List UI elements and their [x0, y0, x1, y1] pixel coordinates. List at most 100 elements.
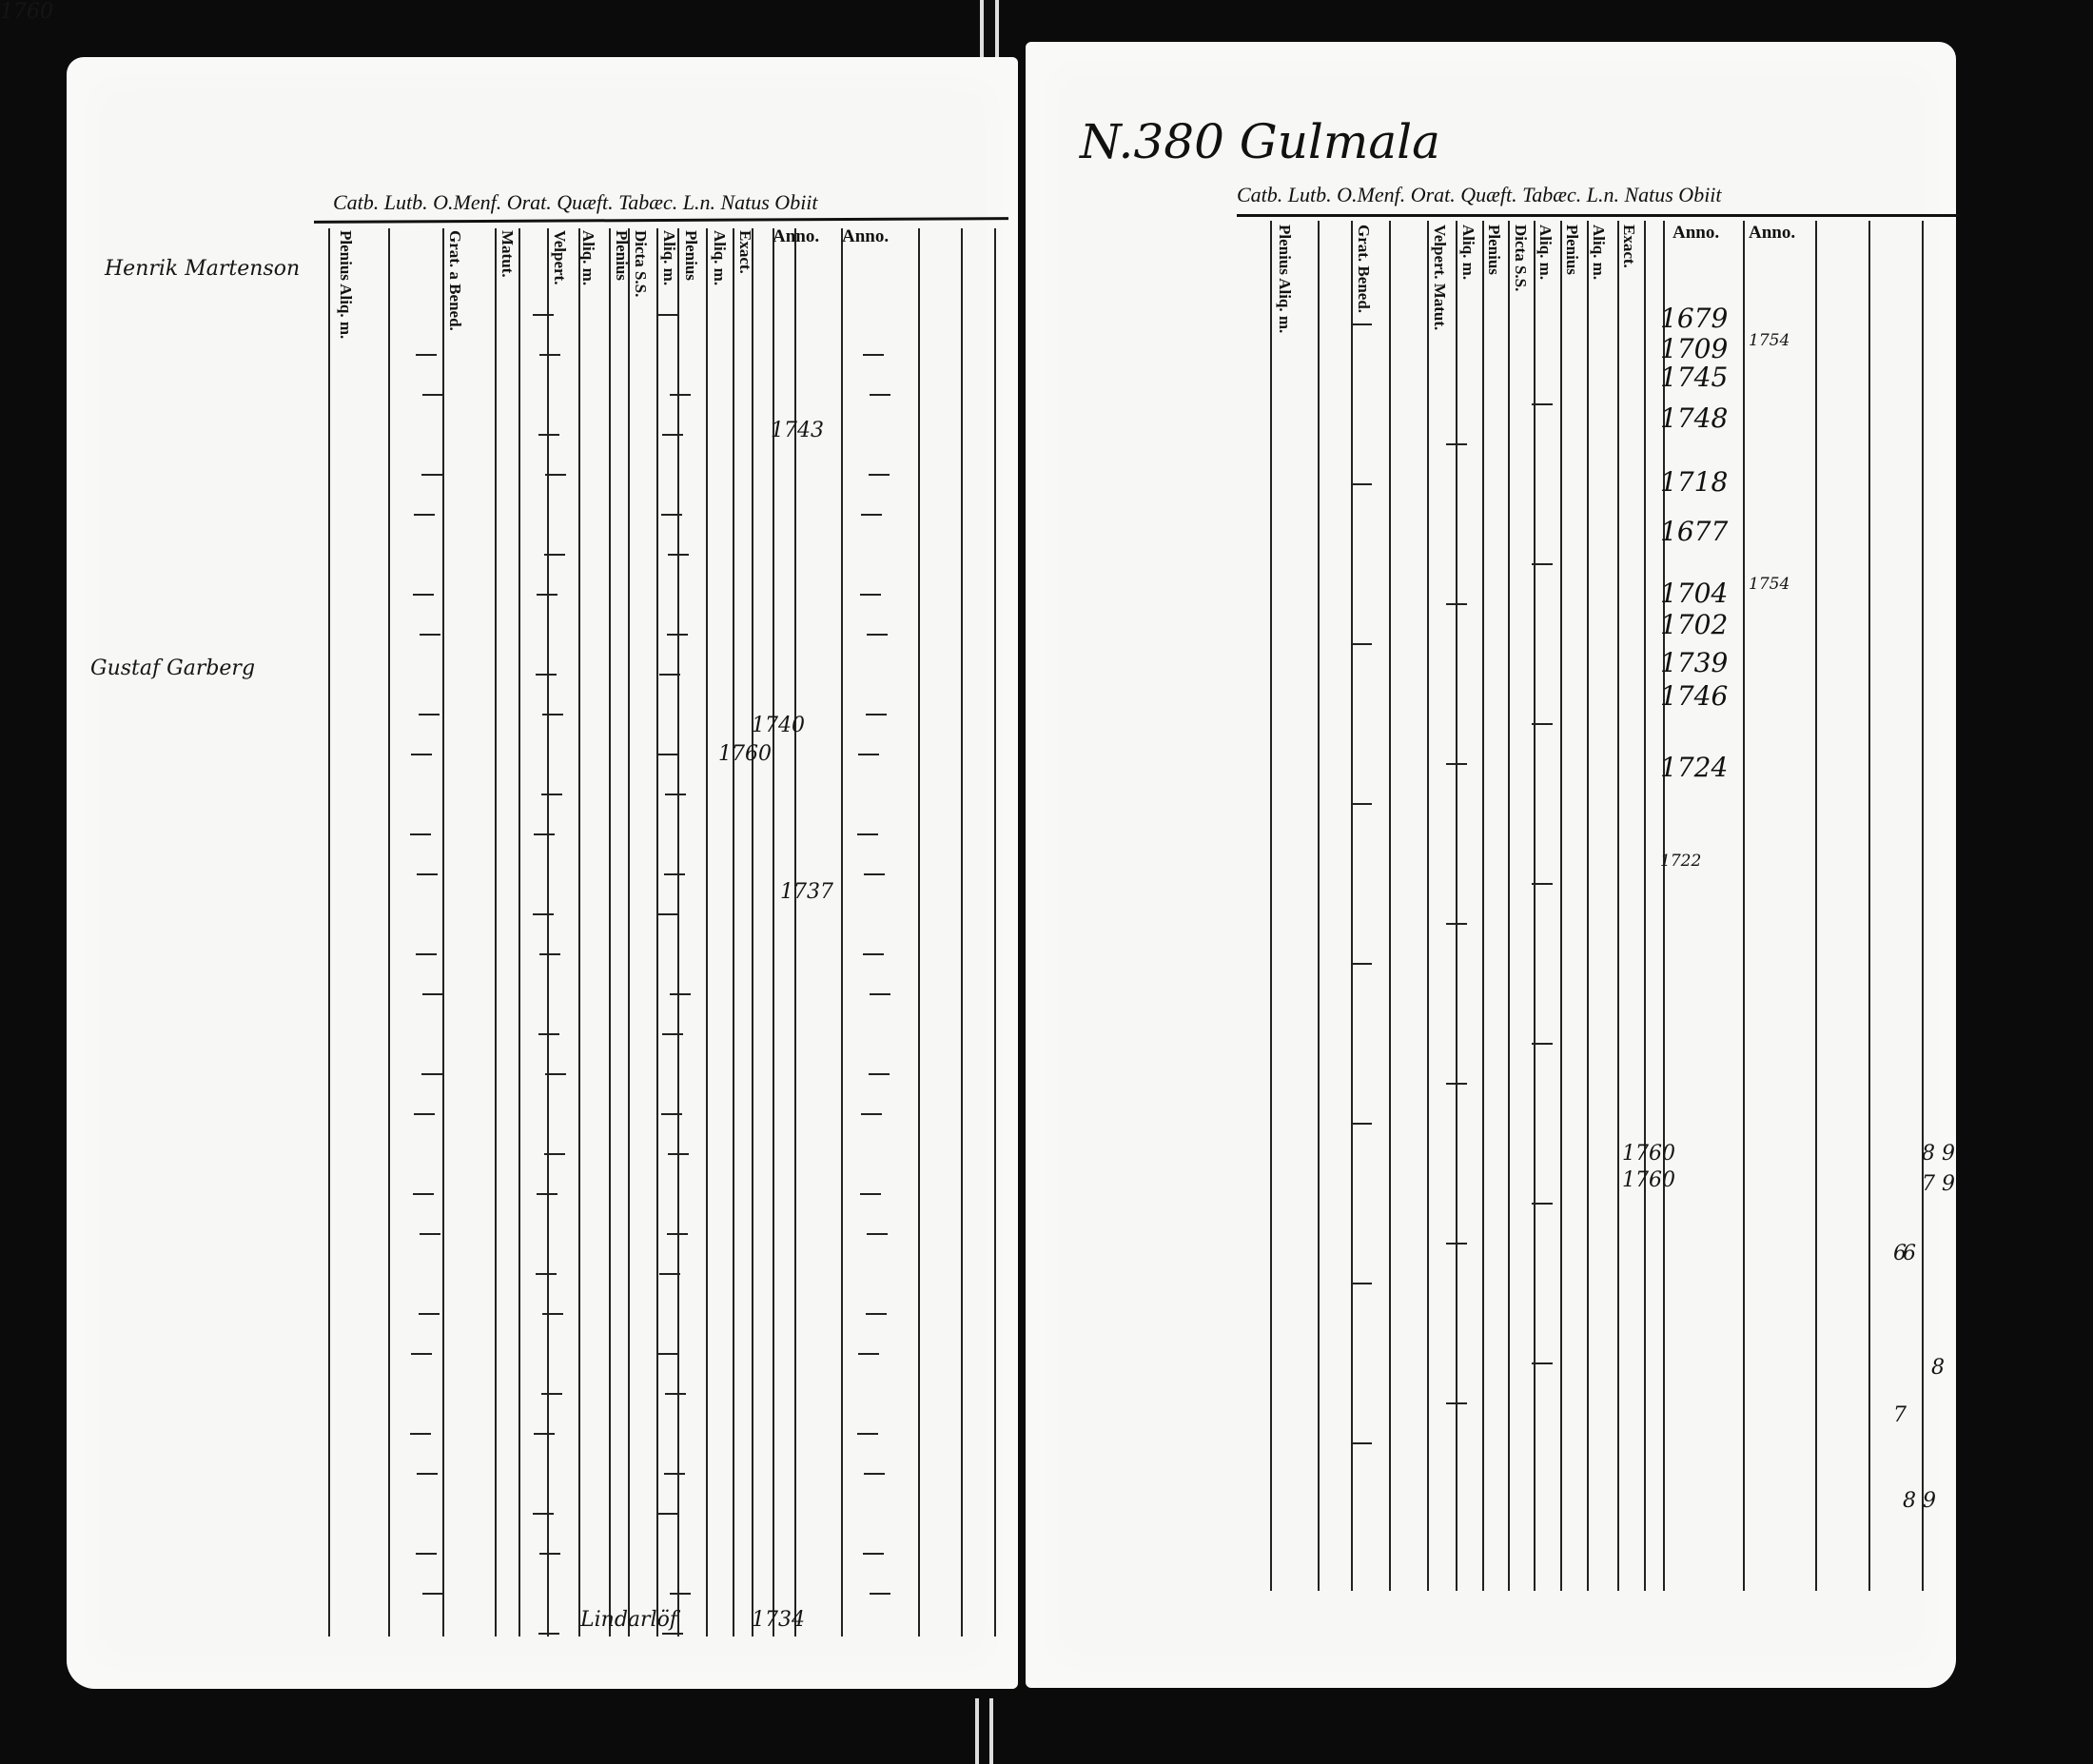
ink-mark: [533, 913, 554, 915]
natus-year: 1746: [1660, 680, 1729, 712]
ink-mark: [413, 594, 434, 596]
ink-mark: [867, 634, 888, 636]
column-header: Velpert. Matut.: [1431, 225, 1449, 331]
ink-mark: [410, 1433, 431, 1435]
margin-number: 6: [1903, 1242, 1916, 1265]
column-header: Aliq. m.: [1459, 225, 1477, 281]
ink-mark: [668, 1153, 689, 1155]
ink-mark: [1532, 1043, 1553, 1045]
natus-year: 1722: [1660, 852, 1702, 871]
anno-label: Anno.: [842, 226, 890, 246]
ink-mark: [1532, 1203, 1553, 1205]
ink-mark: [863, 953, 884, 955]
ink-mark: [1532, 403, 1553, 405]
column-header: Grat. a Bened.: [446, 230, 464, 331]
ink-mark: [539, 953, 560, 955]
column-rule: [1587, 221, 1589, 1591]
column-header: Aliq. m.: [1536, 225, 1555, 281]
ink-mark: [420, 1233, 440, 1235]
ink-mark: [860, 594, 881, 596]
ink-mark: [414, 1113, 435, 1115]
column-rule: [752, 228, 753, 1637]
ink-mark: [545, 474, 566, 476]
column-rule: [1644, 221, 1646, 1591]
ink-mark: [665, 794, 686, 795]
column-header: Plenius: [682, 230, 700, 281]
column-rule: [1482, 221, 1484, 1591]
ink-mark: [867, 1233, 888, 1235]
column-rule: [1922, 221, 1924, 1591]
ink-mark: [422, 1593, 443, 1595]
column-rule: [1456, 221, 1457, 1591]
natus-year: 1739: [1660, 647, 1729, 678]
anno-label: Anno.: [1672, 223, 1720, 243]
ink-mark: [1446, 1243, 1467, 1245]
ink-mark: [857, 1433, 878, 1435]
ink-mark: [870, 993, 890, 995]
column-header: Aliq. m.: [1590, 225, 1608, 281]
column-rule: [518, 228, 520, 1637]
natus-year: 1702: [1660, 609, 1729, 640]
column-header: Matut.: [499, 230, 517, 278]
ink-mark: [1446, 923, 1467, 925]
ink-mark: [1532, 563, 1553, 565]
column-header: Plenius: [1563, 225, 1581, 275]
margin-number: 7 9: [1922, 1172, 1955, 1196]
ink-mark: [659, 1273, 680, 1275]
left-page: [67, 57, 1018, 1689]
column-header: Dicta S.S.: [1512, 225, 1530, 292]
ink-mark: [662, 434, 683, 436]
entry-year: 1743: [771, 419, 824, 442]
column-header: Plenius Aliq. m.: [1276, 225, 1294, 334]
natus-year: 1709: [1660, 333, 1729, 364]
ink-mark: [539, 1553, 560, 1555]
ink-mark: [870, 1593, 890, 1595]
column-rule: [1427, 221, 1429, 1591]
column-header: Exact.: [736, 230, 754, 274]
column-rule: [1389, 221, 1391, 1591]
ink-mark: [1351, 963, 1372, 965]
natus-year: 1679: [1660, 303, 1729, 334]
column-rule: [706, 228, 708, 1637]
column-rule: [1815, 221, 1817, 1591]
ink-mark: [537, 594, 557, 596]
ink-mark: [656, 314, 677, 316]
ink-mark: [658, 1353, 679, 1355]
entry-name: Gustaf Garberg: [90, 657, 256, 680]
column-rule: [1617, 221, 1619, 1591]
entry-year: 1740: [752, 714, 805, 737]
column-header: Plenius: [1485, 225, 1503, 275]
entry-name: Lindarlöf: [580, 1608, 677, 1632]
column-rule: [628, 228, 630, 1637]
column-rule: [773, 228, 774, 1637]
margin-number: 8: [1931, 1356, 1945, 1380]
ink-mark: [1532, 883, 1553, 885]
ink-mark: [1446, 1083, 1467, 1085]
column-rule: [677, 228, 679, 1637]
ink-mark: [1446, 1402, 1467, 1404]
ink-mark: [419, 1313, 440, 1315]
ink-mark: [1351, 1123, 1372, 1125]
right-page: [1026, 42, 1956, 1688]
ink-mark: [858, 754, 879, 755]
ink-mark: [538, 434, 559, 436]
ink-mark: [536, 1273, 557, 1275]
anno-label: Anno.: [1749, 223, 1796, 243]
ink-mark: [534, 833, 555, 835]
ink-mark: [419, 714, 440, 715]
column-rule: [495, 228, 497, 1637]
natus-year: 1745: [1660, 362, 1729, 393]
ink-mark: [869, 474, 890, 476]
column-rule: [841, 228, 843, 1637]
margin-number: 6: [1893, 1242, 1907, 1265]
column-rule: [656, 228, 658, 1637]
ink-mark: [417, 873, 438, 875]
column-rule: [961, 228, 963, 1637]
ink-mark: [410, 833, 431, 835]
ink-mark: [421, 1073, 442, 1075]
ink-mark: [866, 714, 887, 715]
binding-mark: [995, 0, 999, 90]
left-column-header: Catb. Lutb. O.Menf. Orat. Quæft. Tabæc. …: [333, 190, 818, 214]
ink-mark: [545, 1073, 566, 1075]
ink-mark: [411, 754, 432, 755]
